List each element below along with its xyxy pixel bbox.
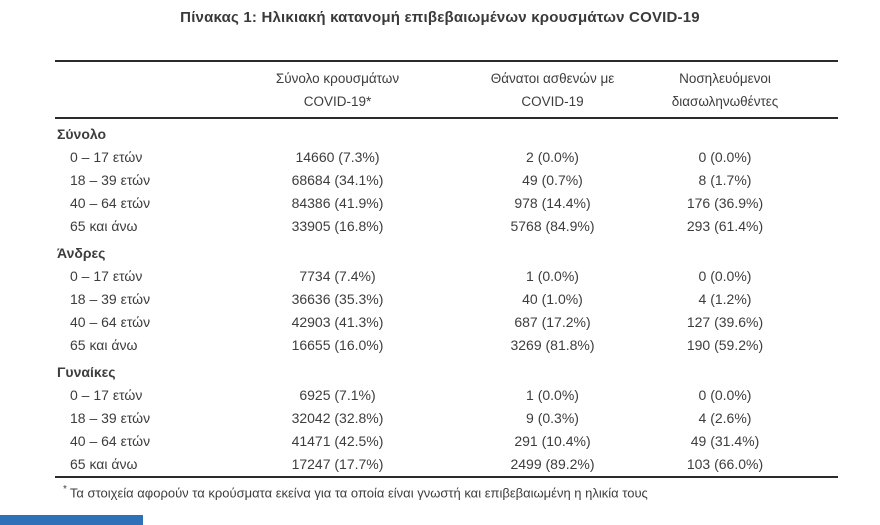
age-label: 0 – 17 ετών xyxy=(70,149,143,165)
age-label: 0 – 17 ετών xyxy=(70,387,143,403)
age-label: 18 – 39 ετών xyxy=(70,172,151,188)
table-row: 18 – 39 ετών 68684 (34.1%) 49 (0.7%) 8 (… xyxy=(55,169,838,192)
table-row: 40 – 64 ετών 84386 (41.9%) 978 (14.4%) 1… xyxy=(55,192,838,215)
age-label: 18 – 39 ετών xyxy=(70,291,151,307)
table-row: 65 και άνω 33905 (16.8%) 5768 (84.9%) 29… xyxy=(55,215,838,238)
age-label: 40 – 64 ετών xyxy=(70,314,151,330)
column-header-intubated: Νοσηλευόμενοι διασωληνωθέντες xyxy=(665,67,785,113)
column-header-cases-line2: COVID-19* xyxy=(303,94,372,109)
column-header-intubated-line2: διασωληνωθέντες xyxy=(671,94,779,109)
deaths-cell: 291 (10.4%) xyxy=(514,433,591,449)
table-row: 18 – 39 ετών 36636 (35.3%) 40 (1.0%) 4 (… xyxy=(55,288,838,311)
table-header-row: Σύνολο κρουσμάτων COVID-19* Θάνατοι ασθε… xyxy=(55,60,838,119)
deaths-cell: 687 (17.2%) xyxy=(514,314,591,330)
table-row: 40 – 64 ετών 41471 (42.5%) 291 (10.4%) 4… xyxy=(55,430,838,453)
cases-cell: 32042 (32.8%) xyxy=(291,410,384,426)
table-row: 0 – 17 ετών 7734 (7.4%) 1 (0.0%) 0 (0.0%… xyxy=(55,265,838,288)
table-row: 0 – 17 ετών 6925 (7.1%) 1 (0.0%) 0 (0.0%… xyxy=(55,384,838,407)
section-header-women: Γυναίκες xyxy=(57,364,116,380)
deaths-cell: 40 (1.0%) xyxy=(522,291,583,307)
intubated-cell: 8 (1.7%) xyxy=(698,172,752,188)
intubated-cell: 0 (0.0%) xyxy=(698,268,752,284)
cases-cell: 6925 (7.1%) xyxy=(299,387,376,403)
deaths-cell: 49 (0.7%) xyxy=(522,172,583,188)
cases-cell: 42903 (41.3%) xyxy=(291,314,384,330)
deaths-cell: 1 (0.0%) xyxy=(526,268,579,284)
cases-cell: 84386 (41.9%) xyxy=(291,195,384,211)
age-label: 18 – 39 ετών xyxy=(70,410,151,426)
deaths-cell: 2499 (89.2%) xyxy=(510,456,595,472)
table-row: 0 – 17 ετών 14660 (7.3%) 2 (0.0%) 0 (0.0… xyxy=(55,146,838,169)
intubated-cell: 49 (31.4%) xyxy=(690,433,760,449)
intubated-cell: 0 (0.0%) xyxy=(698,149,752,165)
intubated-cell: 293 (61.4%) xyxy=(686,218,764,234)
table-body: Σύνολο 0 – 17 ετών 14660 (7.3%) 2 (0.0%)… xyxy=(55,119,838,476)
age-label: 65 και άνω xyxy=(70,337,138,353)
table-row: 65 και άνω 17247 (17.7%) 2499 (89.2%) 10… xyxy=(55,453,838,476)
cases-cell: 41471 (42.5%) xyxy=(291,433,384,449)
cases-cell: 33905 (16.8%) xyxy=(291,218,384,234)
deaths-cell: 9 (0.3%) xyxy=(526,410,579,426)
intubated-cell: 4 (2.6%) xyxy=(698,410,752,426)
column-header-intubated-line1: Νοσηλευόμενοι xyxy=(679,71,771,86)
table-title: Πίνακας 1: Ηλικιακή κατανομή επιβεβαιωμέ… xyxy=(180,9,700,26)
column-header-cases-line1: Σύνολο κρουσμάτων xyxy=(275,71,400,86)
covid-age-distribution-table: Σύνολο κρουσμάτων COVID-19* Θάνατοι ασθε… xyxy=(55,60,838,500)
deaths-cell: 978 (14.4%) xyxy=(514,195,591,211)
cases-cell: 16655 (16.0%) xyxy=(291,337,384,353)
table-row: 65 και άνω 16655 (16.0%) 3269 (81.8%) 19… xyxy=(55,334,838,357)
cases-cell: 14660 (7.3%) xyxy=(295,149,380,165)
intubated-cell: 127 (39.6%) xyxy=(686,314,764,330)
age-label: 40 – 64 ετών xyxy=(70,433,151,449)
column-header-deaths-line2: COVID-19 xyxy=(521,94,584,109)
table-row: 18 – 39 ετών 32042 (32.8%) 9 (0.3%) 4 (2… xyxy=(55,407,838,430)
footnote-asterisk: * xyxy=(63,484,67,495)
cases-cell: 36636 (35.3%) xyxy=(291,291,384,307)
age-label: 65 και άνω xyxy=(70,218,138,234)
intubated-cell: 0 (0.0%) xyxy=(698,387,752,403)
cases-cell: 17247 (17.7%) xyxy=(291,456,384,472)
deaths-cell: 5768 (84.9%) xyxy=(510,218,595,234)
footnote: * Τα στοιχεία αφορούν τα κρούσματα εκείνα… xyxy=(55,476,838,500)
intubated-cell: 190 (59.2%) xyxy=(686,337,764,353)
deaths-cell: 2 (0.0%) xyxy=(526,149,579,165)
deaths-cell: 1 (0.0%) xyxy=(526,387,579,403)
age-label: 0 – 17 ετών xyxy=(70,268,143,284)
deaths-cell: 3269 (81.8%) xyxy=(510,337,595,353)
section-header-men: Άνδρες xyxy=(57,245,106,261)
header-spacer xyxy=(55,67,235,113)
column-header-cases: Σύνολο κρουσμάτων COVID-19* xyxy=(235,67,440,113)
table-row: 40 – 64 ετών 42903 (41.3%) 687 (17.2%) 1… xyxy=(55,311,838,334)
age-label: 65 και άνω xyxy=(70,456,138,472)
footer-bar-fragment xyxy=(0,515,143,525)
cases-cell: 7734 (7.4%) xyxy=(299,268,376,284)
column-header-deaths: Θάνατοι ασθενών με COVID-19 xyxy=(440,67,665,113)
age-label: 40 – 64 ετών xyxy=(70,195,151,211)
column-header-deaths-line1: Θάνατοι ασθενών με xyxy=(490,71,615,86)
intubated-cell: 103 (66.0%) xyxy=(686,456,764,472)
intubated-cell: 176 (36.9%) xyxy=(686,195,764,211)
section-header-total: Σύνολο xyxy=(57,126,107,142)
intubated-cell: 4 (1.2%) xyxy=(698,291,752,307)
cases-cell: 68684 (34.1%) xyxy=(291,172,384,188)
footnote-text: Τα στοιχεία αφορούν τα κρούσματα εκείνα … xyxy=(69,485,648,501)
